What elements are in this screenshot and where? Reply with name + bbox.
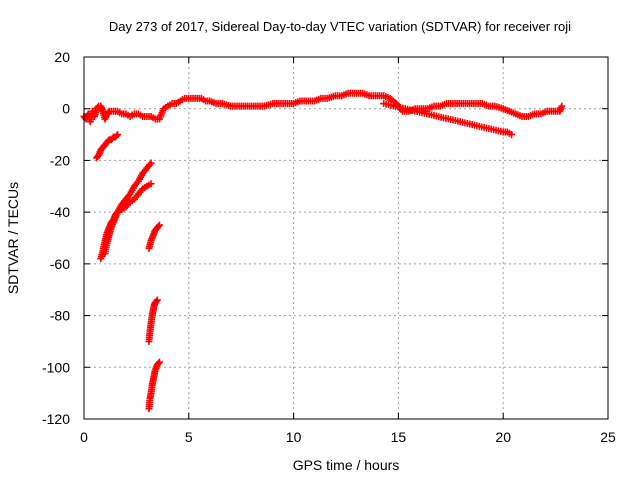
y-tick-label: -100: [42, 359, 70, 375]
data-point-marker: [147, 180, 155, 188]
x-tick-labels: 0 5 10 15 20 25: [80, 429, 616, 445]
data-point-marker: [155, 221, 163, 229]
y-tick-label: -60: [50, 256, 70, 272]
axis-ticks: [83, 56, 609, 420]
y-axis-label: SDTVAR / TECUs: [5, 182, 21, 294]
chart-title: Day 273 of 2017, Sidereal Day-to-day VTE…: [109, 19, 571, 34]
data-points: [80, 89, 566, 413]
x-tick-label: 15: [391, 429, 407, 445]
x-axis-label: GPS time / hours: [293, 457, 400, 473]
data-point-marker: [152, 297, 160, 305]
data-point-marker: [154, 222, 162, 230]
series-descending-arc-6: [145, 358, 163, 413]
data-point-marker: [558, 102, 566, 110]
data-point-marker: [155, 358, 163, 366]
y-tick-labels: 20 0 -20 -40 -60 -80 -100 -120: [42, 49, 70, 427]
series-main-band: [80, 89, 566, 126]
data-point-marker: [112, 132, 120, 140]
data-point-marker: [104, 109, 112, 117]
data-point-marker: [154, 359, 162, 367]
series-descending-arc-5: [145, 296, 161, 345]
y-tick-label: 20: [54, 49, 70, 65]
y-tick-label: -20: [50, 152, 70, 168]
y-tick-label: -80: [50, 308, 70, 324]
data-point-marker: [104, 137, 112, 145]
data-point-marker: [147, 159, 155, 167]
y-tick-label: -40: [50, 204, 70, 220]
y-tick-label: 0: [62, 101, 70, 117]
data-point-marker: [114, 131, 122, 139]
series-descending-arc-4: [145, 221, 163, 252]
x-tick-label: 0: [80, 429, 88, 445]
plot-frame: [83, 56, 609, 420]
data-point-marker: [508, 131, 516, 139]
data-point-marker: [108, 134, 116, 142]
series-descending-arc-3: [101, 159, 155, 258]
x-tick-label: 20: [495, 429, 511, 445]
grid-lines: [84, 57, 608, 419]
y-tick-label: -120: [42, 411, 70, 427]
x-tick-label: 10: [286, 429, 302, 445]
series-isolated-segments: [380, 100, 516, 139]
x-tick-label: 5: [185, 429, 193, 445]
data-point-marker: [153, 296, 161, 304]
series-descending-arc-1: [93, 131, 122, 162]
x-tick-label: 25: [600, 429, 616, 445]
